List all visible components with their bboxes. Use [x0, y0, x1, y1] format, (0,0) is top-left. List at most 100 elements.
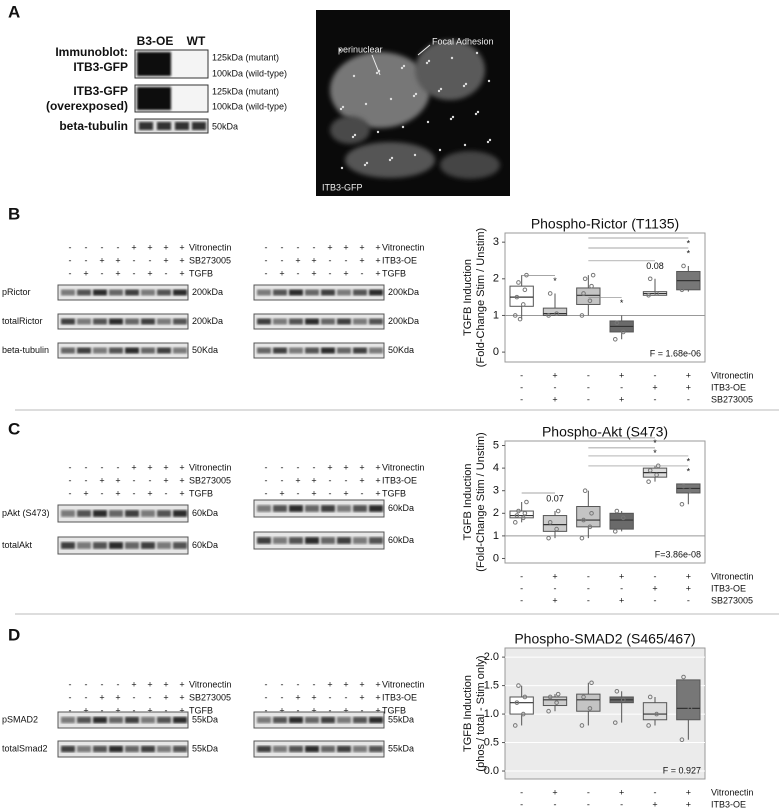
condition-sign: + [359, 692, 364, 702]
condition-name: SB273005 [711, 394, 753, 404]
condition-sign: - [361, 268, 364, 278]
condition-name: TGFB [189, 488, 213, 498]
adhesion [464, 82, 468, 86]
condition-sign: - [133, 475, 136, 485]
condition-sign: + [147, 268, 152, 278]
condition-sign: - [133, 488, 136, 498]
box [642, 702, 668, 721]
condition-sign: - [587, 583, 590, 593]
data-point [589, 680, 594, 686]
condition-sign: - [101, 242, 104, 252]
condition-sign: + [279, 488, 284, 498]
condition-sign: - [149, 475, 152, 485]
adhesion [351, 135, 355, 139]
data-point [620, 515, 626, 521]
condition-sign: + [115, 475, 120, 485]
condition-name: Vitronectin [711, 787, 753, 797]
condition-sign: + [327, 242, 332, 252]
adhesion [475, 51, 479, 55]
significance-label: 0.08 [646, 261, 664, 271]
data-point [581, 291, 586, 296]
chart-title: Phospho-SMAD2 (S465/467) [514, 631, 695, 647]
condition-sign: + [552, 394, 557, 404]
condition-sign: + [295, 255, 300, 265]
condition-sign: + [311, 268, 316, 278]
band [125, 289, 139, 296]
condition-sign: + [163, 475, 168, 485]
condition-sign: + [619, 394, 624, 404]
adhesion [449, 117, 453, 121]
lane-label: B3-OE [137, 34, 174, 48]
data-point [514, 294, 520, 300]
band [337, 505, 351, 512]
adhesion [363, 163, 367, 167]
blot [134, 118, 209, 134]
data-point [512, 723, 518, 728]
condition-sign: - [85, 255, 88, 265]
y-axis-label: TGFB Induction [462, 259, 474, 336]
band [61, 318, 75, 325]
band [77, 510, 91, 517]
data-point [681, 674, 686, 680]
band [125, 716, 139, 724]
box [609, 512, 634, 530]
condition-sign: - [69, 705, 72, 715]
band-label: totalAkt [2, 540, 33, 550]
band [369, 537, 383, 544]
condition-sign: - [85, 242, 88, 252]
band [353, 716, 367, 724]
band [61, 510, 75, 517]
cell [330, 52, 430, 128]
adhesion [486, 140, 490, 144]
condition-sign: + [295, 475, 300, 485]
condition-sign: + [147, 242, 152, 252]
data-point [514, 700, 520, 705]
condition-sign: + [99, 475, 104, 485]
data-point [582, 276, 588, 282]
condition-sign: - [654, 370, 657, 380]
band [61, 745, 75, 753]
data-point [522, 287, 528, 293]
condition-sign: - [329, 488, 332, 498]
band [77, 716, 91, 724]
condition-sign: - [69, 679, 72, 689]
condition-name: Vitronectin [711, 370, 753, 380]
data-point [581, 517, 586, 523]
band [77, 347, 91, 354]
significance-label: 0.07 [546, 493, 564, 503]
data-point [647, 468, 653, 473]
condition-sign: - [587, 394, 590, 404]
band [257, 716, 271, 724]
y-tick-label: 1 [493, 530, 499, 542]
adhesion [414, 92, 418, 96]
condition-sign: - [520, 571, 523, 581]
data-point [614, 320, 620, 326]
y-axis-label: (Fold-Change Stim / Unstim) [475, 432, 487, 571]
size-label: 60kDa [192, 540, 218, 550]
adhesion [402, 64, 406, 68]
condition-sign: - [654, 787, 657, 797]
band [141, 745, 155, 753]
condition-sign: - [117, 679, 120, 689]
band [93, 318, 107, 325]
data-point [620, 697, 626, 703]
data-point [520, 515, 526, 521]
condition-sign: - [329, 692, 332, 702]
condition-sign: - [69, 692, 72, 702]
condition-sign: + [131, 242, 136, 252]
band [369, 318, 383, 325]
adhesion [339, 107, 343, 111]
data-point [512, 313, 518, 318]
data-point [587, 298, 593, 304]
data-point [589, 283, 594, 289]
band [125, 745, 139, 753]
adhesion [451, 115, 455, 119]
significance-label: * [653, 448, 657, 458]
band [273, 716, 287, 724]
box [509, 696, 534, 715]
band [109, 510, 123, 517]
condition-sign: + [375, 475, 380, 485]
data-point [524, 499, 529, 505]
condition-name: Vitronectin [189, 462, 231, 472]
data-point [612, 529, 618, 534]
